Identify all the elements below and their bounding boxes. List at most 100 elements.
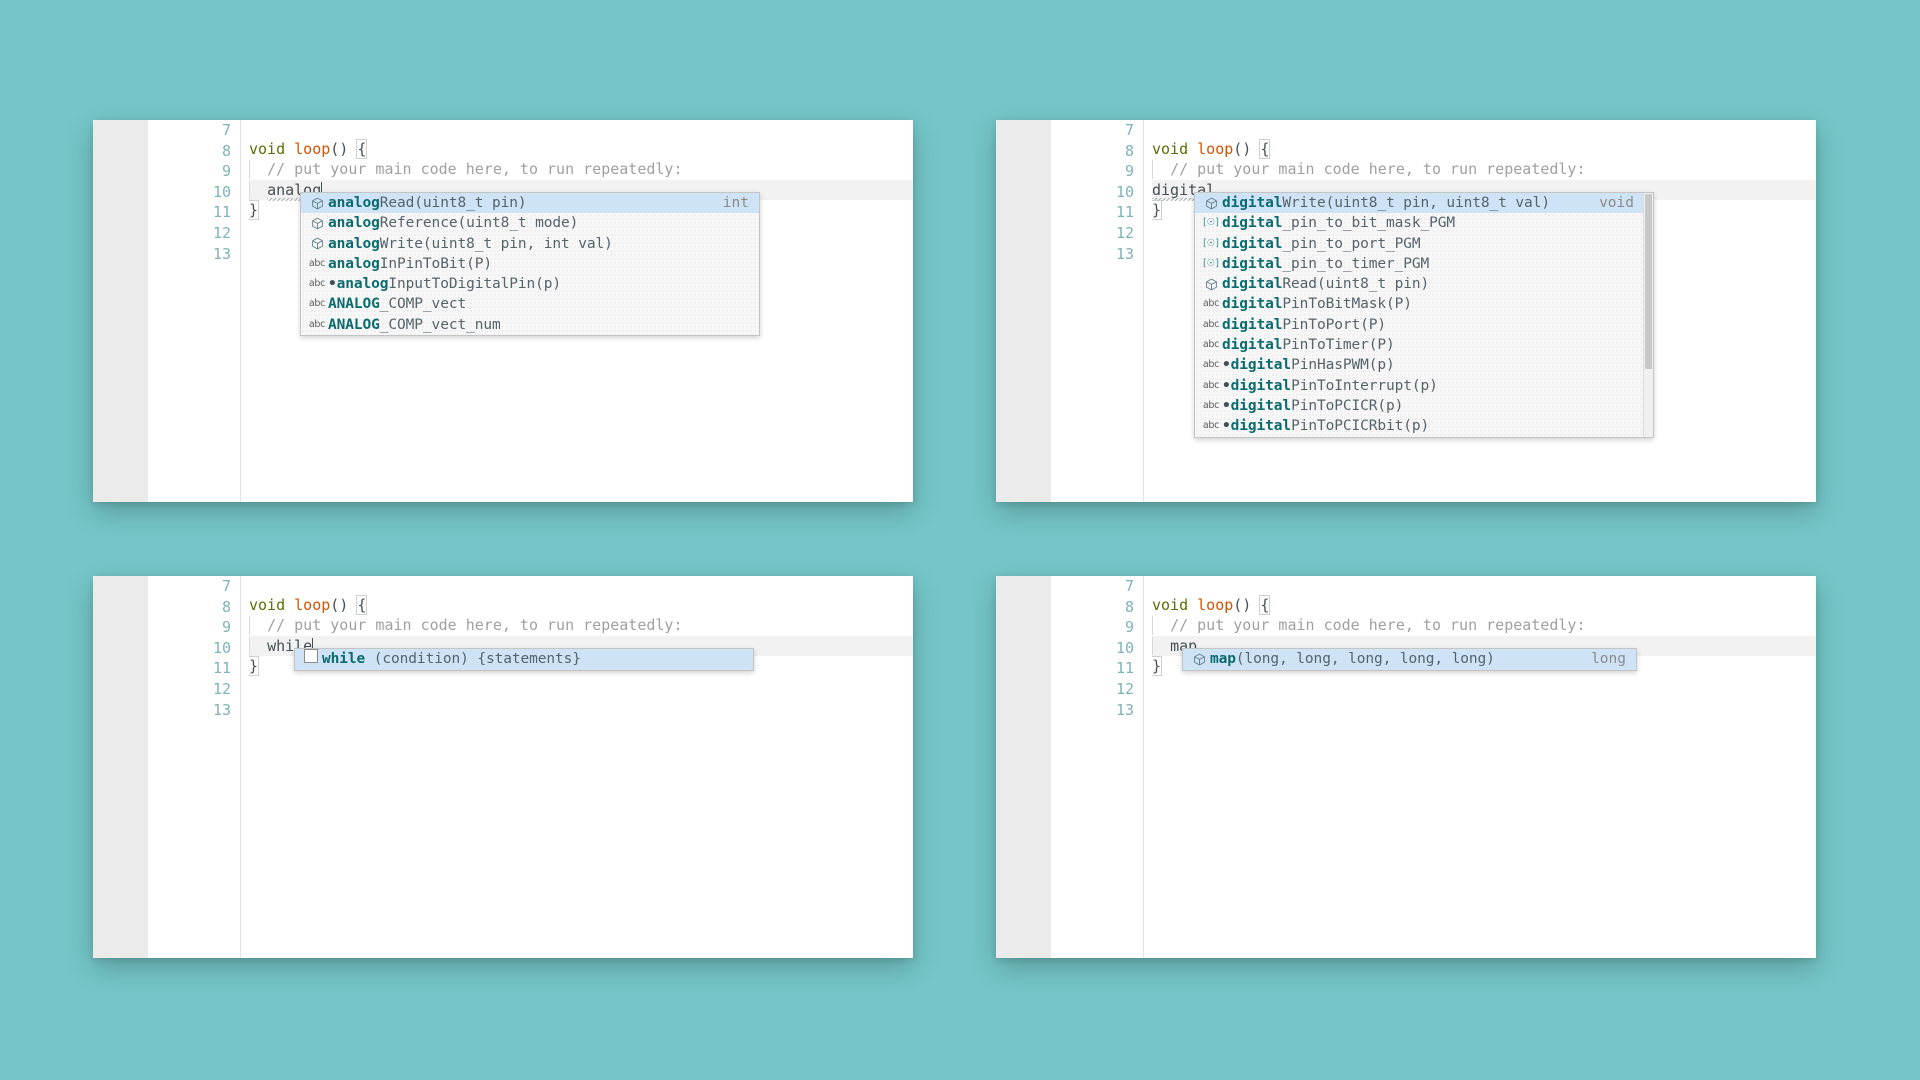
code-token <box>1188 596 1197 614</box>
autocomplete-item-label: map(long, long, long, long, long) <box>1210 649 1495 670</box>
line-number: 11 <box>1115 203 1134 222</box>
return-type-label: void <box>1599 195 1634 211</box>
keyword-token: void <box>1152 595 1189 614</box>
code-line: // put your main code here, to run repea… <box>1152 159 1816 180</box>
function-token: loop <box>294 139 331 158</box>
item-suffix: Reference(uint8_t mode) <box>379 215 579 232</box>
autocomplete-list[interactable]: digitalWrite(uint8_t pin, uint8_t val) vo… <box>1195 193 1653 437</box>
autocomplete-item-label: ANALOG_COMP_vect_num <box>328 315 501 335</box>
autocomplete-item[interactable]: abc •digitalPinHasPWM(p) <box>1195 355 1644 375</box>
cube-icon <box>306 237 328 250</box>
autocomplete-item-label: analogRead(uint8_t pin) <box>328 193 527 213</box>
line-number: 8 <box>221 597 231 616</box>
editor-window-map[interactable]: 7 8 9 10 11 12 13 void loop() { // put your mai… <box>996 576 1816 958</box>
autocomplete-item[interactable]: map(long, long, long, long, long) long <box>1183 649 1636 670</box>
autocomplete-item[interactable]: abc digitalPinToTimer(P) <box>1195 335 1644 355</box>
template-icon <box>300 649 322 670</box>
abc-icon: abc <box>1202 318 1220 330</box>
autocomplete-item[interactable]: abc ANALOG_COMP_vect_num <box>301 315 759 335</box>
cube-icon <box>306 217 328 230</box>
code-line: // put your main code here, to run repea… <box>249 159 913 180</box>
code-line <box>249 120 913 139</box>
item-suffix: PinToInterrupt(p) <box>1291 377 1438 394</box>
indent-guide <box>249 160 250 179</box>
keyword-token: void <box>249 139 286 158</box>
autocomplete-item[interactable]: abc digitalPinToBitMask(P) <box>1195 294 1644 314</box>
autocomplete-item-label: digital_pin_to_port_PGM <box>1222 234 1421 254</box>
function-token: loop <box>1197 595 1234 614</box>
editor-window-analog[interactable]: 7 8 9 10 11 12 13 void loop() { // put your mai… <box>93 120 913 502</box>
autocomplete-item-label: •digitalPinToPCICRbit(p) <box>1222 416 1429 436</box>
popup-scrollbar-thumb[interactable] <box>1645 194 1652 370</box>
autocomplete-popup[interactable]: while (condition) {statements} <box>294 648 754 671</box>
autocomplete-item[interactable]: abc ANALOG_COMP_vect <box>301 294 759 314</box>
autocomplete-list[interactable]: analogRead(uint8_t pin) int analogReferenc… <box>301 193 759 335</box>
line-number: 7 <box>221 121 231 139</box>
line-number: 13 <box>1115 244 1134 263</box>
line-number-gutter: 7 8 9 10 11 12 13 <box>148 120 240 502</box>
autocomplete-list[interactable]: map(long, long, long, long, long) long <box>1183 649 1636 670</box>
autocomplete-item[interactable]: [☉] digital_pin_to_port_PGM <box>1195 234 1644 254</box>
abc-icon: abc <box>308 257 326 269</box>
autocomplete-popup[interactable]: analogRead(uint8_t pin) int analogReferenc… <box>300 192 760 337</box>
autocomplete-item-label: analogReference(uint8_t mode) <box>328 213 578 233</box>
autocomplete-item-label: digitalPinToTimer(P) <box>1222 335 1395 355</box>
autocomplete-item[interactable]: abc analogInPinToBit(P) <box>301 254 759 274</box>
match-prefix: digital <box>1222 255 1283 272</box>
abc-icon: abc <box>1202 379 1220 391</box>
indent-space <box>249 181 267 199</box>
autocomplete-item[interactable]: abc •digitalPinToPCICR(p) <box>1195 396 1644 416</box>
code-editor[interactable]: 7 8 9 10 11 12 13 void loop() { // put your mai… <box>1051 576 1816 958</box>
return-type-label: int <box>722 195 749 211</box>
autocomplete-popup[interactable]: map(long, long, long, long, long) long <box>1182 648 1637 671</box>
match-prefix: digital <box>1222 337 1283 354</box>
autocomplete-item-label: •digitalPinToPCICR(p) <box>1222 396 1403 416</box>
line-number: 11 <box>212 203 231 222</box>
item-suffix: PinHasPWM(p) <box>1291 357 1395 374</box>
line-number: 9 <box>221 162 231 181</box>
autocomplete-popup[interactable]: digitalWrite(uint8_t pin, uint8_t val) vo… <box>1194 192 1654 438</box>
item-suffix: PinToBitMask(P) <box>1282 296 1412 313</box>
autocomplete-item[interactable]: digitalRead(uint8_t pin) <box>1195 274 1644 294</box>
autocomplete-item[interactable]: analogWrite(uint8_t pin, int val) <box>301 234 759 254</box>
match-prefix: analog <box>336 276 389 293</box>
autocomplete-item[interactable]: while (condition) {statements} <box>295 649 753 670</box>
function-token: loop <box>294 595 331 614</box>
sidebar-strip <box>996 576 1052 958</box>
error-squiggle <box>266 197 321 201</box>
line-number: 7 <box>221 577 231 595</box>
autocomplete-item-label: digitalRead(uint8_t pin) <box>1222 274 1429 294</box>
cube-icon <box>1200 278 1222 291</box>
code-line: void loop() { <box>249 594 913 616</box>
code-token: () <box>330 139 358 158</box>
autocomplete-item[interactable]: abc digitalPinToPort(P) <box>1195 315 1644 335</box>
popup-scrollbar-track[interactable] <box>1643 193 1653 437</box>
abc-icon: abc <box>308 318 326 330</box>
editor-window-while[interactable]: 7 8 9 10 11 12 13 void loop() { // put your mai… <box>93 576 913 958</box>
autocomplete-item-label: digital_pin_to_timer_PGM <box>1222 254 1429 274</box>
autocomplete-item[interactable]: analogRead(uint8_t pin) int <box>301 193 759 214</box>
autocomplete-item[interactable]: digitalWrite(uint8_t pin, uint8_t val) vo… <box>1195 193 1644 214</box>
item-suffix: _pin_to_bit_mask_PGM <box>1282 215 1456 232</box>
indent-guide <box>249 636 250 656</box>
autocomplete-item[interactable]: [☉] digital_pin_to_bit_mask_PGM <box>1195 213 1644 233</box>
autocomplete-item[interactable]: [☉] digital_pin_to_timer_PGM <box>1195 254 1644 274</box>
autocomplete-item[interactable]: abc •digitalPinToInterrupt(p) <box>1195 376 1644 396</box>
abc-icon: abc <box>1202 359 1220 371</box>
line-number: 7 <box>1124 577 1134 595</box>
line-number: 9 <box>221 618 231 637</box>
code-editor[interactable]: 7 8 9 10 11 12 13 void loop() { // put your mai… <box>148 576 913 958</box>
indent-guide <box>1152 636 1153 656</box>
item-suffix: InputToDigitalPin(p) <box>388 276 562 293</box>
abc-icon: abc <box>1202 339 1220 351</box>
match-prefix: digital <box>1230 397 1292 414</box>
autocomplete-item[interactable]: abc •analogInputToDigitalPin(p) <box>301 274 759 294</box>
cube-icon <box>1200 197 1222 210</box>
autocomplete-item[interactable]: abc •digitalPinToPCICRbit(p) <box>1195 416 1644 436</box>
autocomplete-item[interactable]: analogReference(uint8_t mode) <box>301 213 759 233</box>
autocomplete-list[interactable]: while (condition) {statements} <box>295 649 753 670</box>
text-caret <box>321 181 323 197</box>
code-token: { <box>356 138 368 159</box>
sidebar-strip <box>93 576 149 958</box>
